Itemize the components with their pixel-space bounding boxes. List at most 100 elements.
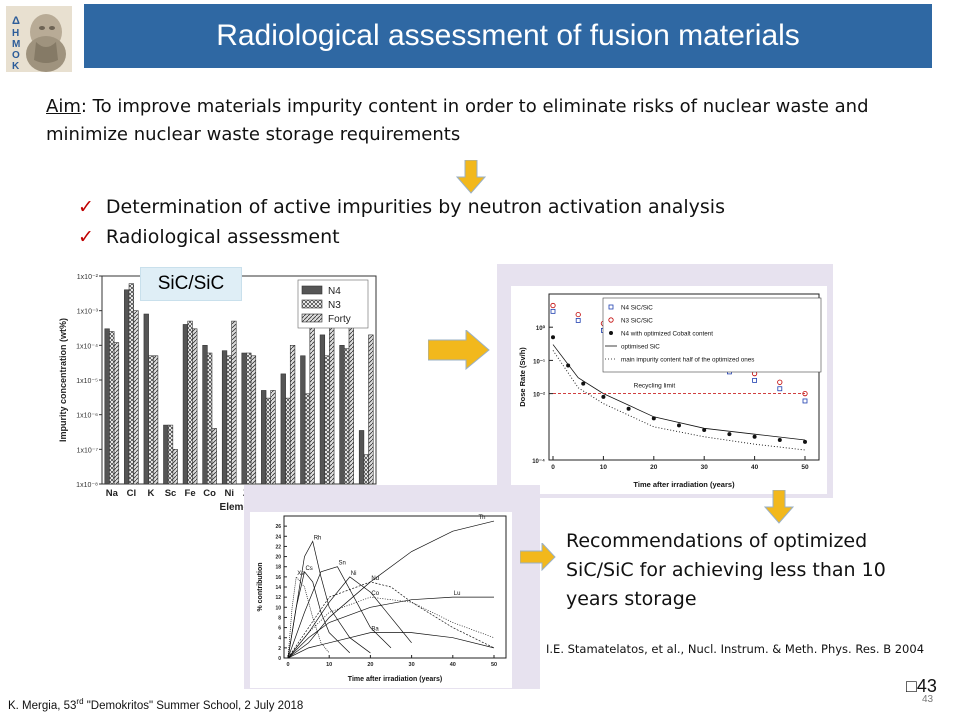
x-tick-label: 0 xyxy=(286,662,289,668)
x-tick-label: 10 xyxy=(600,464,608,471)
data-point xyxy=(777,438,782,443)
legend-label: N3 xyxy=(328,300,341,311)
y-tick-label: 26 xyxy=(275,524,281,530)
y-tick-label: 1x10⁻⁶ xyxy=(76,413,98,420)
svg-text:Δ: Δ xyxy=(12,15,20,27)
data-point xyxy=(566,363,571,368)
bar xyxy=(207,352,213,485)
data-point xyxy=(575,318,581,323)
data-point xyxy=(550,302,556,309)
bar xyxy=(109,331,115,485)
x-tick-label: 0 xyxy=(551,464,555,471)
citation: I.E. Stamatelatos, et al., Nucl. Instrum… xyxy=(546,642,925,656)
y-tick-label: 1x10⁻³ xyxy=(77,309,99,316)
x-tick-label: Na xyxy=(106,488,119,499)
bar xyxy=(250,355,257,485)
data-point xyxy=(702,428,707,433)
bar xyxy=(124,289,130,485)
bar xyxy=(104,328,110,485)
bullet-text: Determination of active impurities by ne… xyxy=(105,196,725,218)
y-tick-label: 12 xyxy=(275,595,281,601)
y-tick-label: 22 xyxy=(275,544,281,550)
data-point xyxy=(727,432,732,437)
plot-frame xyxy=(548,293,820,461)
data-point xyxy=(626,406,631,411)
series-line xyxy=(287,571,351,659)
x-tick-label: 50 xyxy=(491,662,497,668)
bar xyxy=(270,390,276,485)
y-tick-label: 10 xyxy=(275,605,281,611)
bullet-list: ✓ Determination of active impurities by n… xyxy=(78,192,725,252)
y-tick-label: 0 xyxy=(278,656,281,662)
y-tick-label: 6 xyxy=(278,626,281,632)
page-number: □43 xyxy=(906,676,937,696)
x-tick-label: Fe xyxy=(185,488,196,499)
data-point xyxy=(581,381,586,386)
bar xyxy=(172,449,178,485)
series-line xyxy=(287,596,495,659)
bullet-item: ✓ Determination of active impurities by n… xyxy=(78,192,725,222)
data-point xyxy=(575,311,581,318)
series-label: Th xyxy=(479,515,486,521)
series-label: Ni xyxy=(351,571,357,577)
x-tick-label: Sc xyxy=(165,488,177,499)
x-tick-label: 30 xyxy=(701,464,709,471)
legend-label: N4 xyxy=(328,286,341,297)
down-arrow-icon xyxy=(764,490,794,524)
y-tick-label: 10⁻¹ xyxy=(533,358,545,365)
svg-text:Η: Η xyxy=(12,28,19,39)
recommendation-text: Recommendations of optimized SiC/SiC for… xyxy=(566,530,886,610)
bar xyxy=(300,355,306,485)
legend-marker xyxy=(609,331,613,335)
series-line xyxy=(287,596,494,659)
x-tick-label: Co xyxy=(203,488,216,499)
bar xyxy=(133,310,139,485)
bar xyxy=(113,342,120,485)
x-tick-label: 30 xyxy=(409,662,415,668)
svg-text:Ο: Ο xyxy=(12,50,20,61)
legend-label: optimised SiC xyxy=(621,344,660,351)
annotation: Recycling limit xyxy=(634,383,676,390)
y-tick-label: 24 xyxy=(275,534,281,540)
legend-label: N3 SiC/SiC xyxy=(621,318,653,325)
y-tick-label: 1x10⁻⁵ xyxy=(76,378,98,385)
y-tick-label: 1x10⁻⁷ xyxy=(77,447,99,454)
data-point xyxy=(551,335,555,340)
legend-label: Forty xyxy=(328,314,351,325)
bar xyxy=(261,390,267,485)
series-label: Xe xyxy=(297,571,305,577)
bar xyxy=(344,348,350,485)
bar xyxy=(285,397,291,485)
bar xyxy=(319,334,326,485)
y-axis-label: Impurity concentration (wt%) xyxy=(58,318,68,442)
material-badge: SiC/SiC xyxy=(140,267,242,301)
data-point xyxy=(777,379,783,385)
y-tick-label: 14 xyxy=(275,585,281,591)
bar xyxy=(309,324,315,485)
y-tick-label: 1x10⁻⁴ xyxy=(76,343,98,350)
y-tick-label: 8 xyxy=(278,615,281,621)
y-tick-label: 4 xyxy=(278,636,281,642)
bar xyxy=(363,454,369,485)
bar xyxy=(368,334,374,485)
y-axis-label: Dose Rate (Sv/h) xyxy=(518,347,527,407)
x-axis-label: Element xyxy=(220,502,260,513)
legend-label: main impurity content half of the optimi… xyxy=(621,357,754,364)
bar xyxy=(289,345,296,485)
data-point xyxy=(550,308,556,314)
x-tick-label: Cl xyxy=(127,488,137,499)
bar xyxy=(128,283,134,485)
x-tick-label: 20 xyxy=(650,464,658,471)
y-tick-label: 16 xyxy=(275,575,281,581)
bullet-text: Radiological assessment xyxy=(105,226,340,248)
series-line xyxy=(287,632,495,659)
y-axis-label: % contribution xyxy=(257,563,264,612)
bar xyxy=(246,352,252,485)
y-tick-label: 1x10⁻² xyxy=(77,274,99,281)
x-axis-label: Time after irradiation (years) xyxy=(348,676,442,683)
x-tick-label: K xyxy=(147,488,154,499)
series-line xyxy=(287,566,392,659)
x-tick-label: Ni xyxy=(224,488,234,499)
bar xyxy=(182,324,189,485)
series-label: Nd xyxy=(371,576,379,582)
